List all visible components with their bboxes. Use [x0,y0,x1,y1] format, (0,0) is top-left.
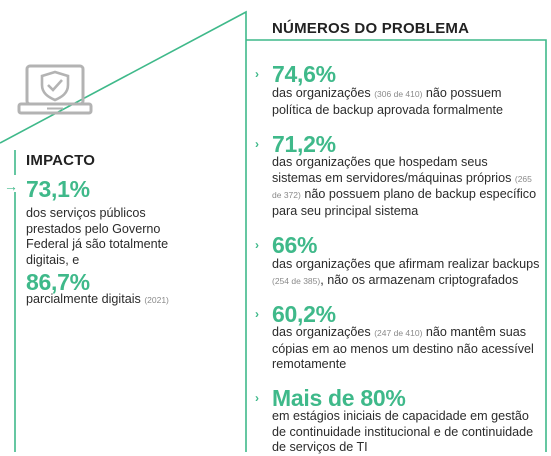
problem-item-pre: das organizações [272,325,371,339]
problem-title: NÚMEROS DO PROBLEMA [272,20,470,37]
impact-stat2: parcialmente digitais (2021) [26,292,226,309]
chevron-right-icon: › [255,67,259,81]
problem-item-text: em estágios iniciais de capacidade em ge… [272,409,540,456]
arrow-right-icon: → [4,178,18,194]
problem-item-pre: das organizações [272,86,371,100]
problem-item-note: (247 de 410) [374,328,423,338]
problem-item-pre: das organizações que afirmam realizar ba… [272,257,540,271]
laptop-shield-icon [17,64,93,115]
problem-item-value: 66% [272,232,318,258]
problem-item-value: Mais de 80% [272,385,406,411]
problem-item-value: 60,2% [272,301,336,327]
impact-stat1-value: 73,1% [26,176,90,202]
problem-item-text: das organizações que afirmam realizar ba… [272,257,540,289]
problem-item-note: (254 de 385) [272,275,321,286]
chevron-right-icon: › [255,137,259,151]
impact-stat2-value: 86,7% [26,269,90,295]
impact-title: IMPACTO [26,152,96,169]
chevron-right-icon: › [255,307,259,321]
impact-stat2-text: parcialmente digitais [26,292,141,306]
chevron-right-icon: › [255,391,259,405]
problem-item-value: 71,2% [272,131,336,157]
problem-item-post: , não os armazenam criptografados [320,272,519,287]
problem-item-value: 74,6% [272,61,336,87]
problem-item-post: não possuem política de backup aprovada … [272,86,504,117]
problem-item-pre: em estágios iniciais de capacidade em ge… [272,409,534,454]
impact-stat1-text: dos serviços públicos prestados pelo Gov… [26,206,169,267]
problem-item-text: das organizações (247 de 410) não mantêm… [272,325,540,373]
problem-item-pre: das organizações que hospedam seus siste… [272,155,512,185]
problem-item-post: não possuem plano de backup específico p… [272,187,537,218]
problem-item-text: das organizações que hospedam seus siste… [272,155,540,219]
problem-item-post: não mantêm suas cópias em ao menos um de… [272,325,534,371]
problem-item-note: (306 de 410) [374,89,423,99]
chevron-right-icon: › [255,238,259,252]
problem-item-note: (265 de 372) [272,173,532,201]
problem-item-text: das organizações (306 de 410) não possue… [272,86,540,118]
impact-stat2-note: (2021) [144,295,169,305]
